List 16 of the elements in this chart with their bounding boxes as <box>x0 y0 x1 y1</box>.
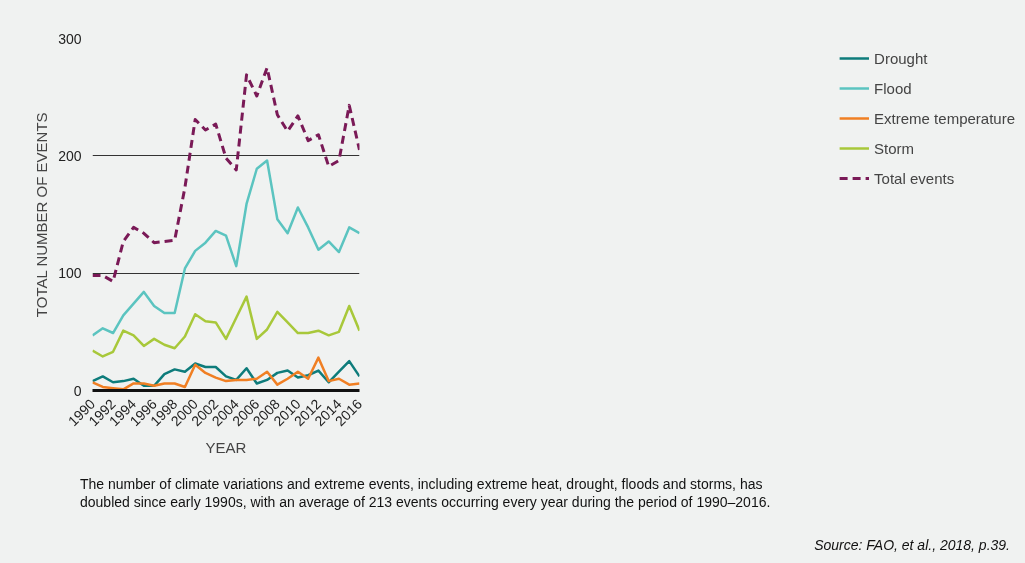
y-tick-label: 300 <box>58 30 82 47</box>
legend-label: Flood <box>874 79 912 97</box>
legend-label: Extreme temperature <box>874 109 1015 127</box>
line-series <box>92 295 360 358</box>
y-axis-title: TOTAL NUMBER OF EVENTS <box>33 112 51 318</box>
source-note: Source: FAO, et al., 2018, p.39. <box>814 536 1010 555</box>
line-series <box>92 66 360 283</box>
y-tick-label: 100 <box>58 265 82 282</box>
y-tick-label: 200 <box>58 147 82 164</box>
legend-label: Drought <box>874 49 928 67</box>
legend-label: Total events <box>874 169 955 187</box>
legend-label: Storm <box>874 139 915 157</box>
text: The number of climate variations and extreme events, including extreme heat, drought, floods and storms, has doubled since early 1990s, with an average of 213 events occurring every year during the period of 1990–2016. <box>80 475 772 511</box>
x-axis-title: YEAR <box>205 438 247 456</box>
line-series <box>92 159 360 337</box>
y-tick-label: 0 <box>73 382 82 399</box>
